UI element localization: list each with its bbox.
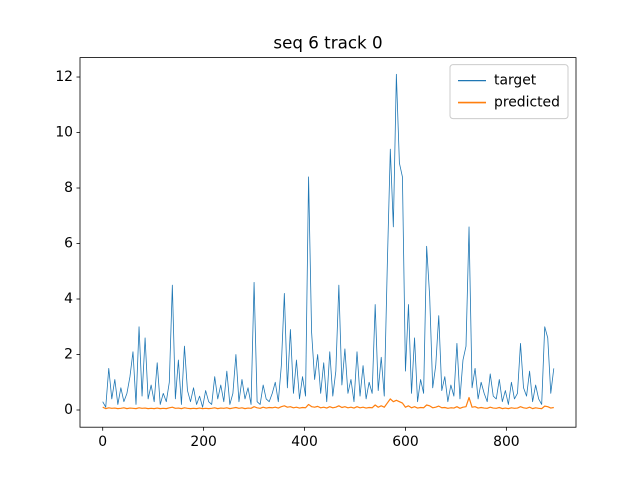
y-tick-label: 10 (55, 125, 73, 141)
x-tick-label: 800 (493, 434, 520, 450)
chart-title: seq 6 track 0 (273, 33, 382, 53)
series-line (102, 396, 554, 410)
x-tick-label: 0 (98, 434, 107, 450)
y-tick-label: 0 (64, 402, 73, 418)
y-tick-label: 6 (64, 236, 73, 252)
series-line (102, 73, 555, 408)
y-tick-label: 2 (64, 347, 73, 363)
axes-frame (79, 57, 577, 428)
x-tick-label: 600 (392, 434, 419, 450)
y-tick-label: 4 (64, 291, 73, 307)
x-tick-label: 200 (190, 434, 217, 450)
x-tick-label: 400 (291, 434, 318, 450)
legend-box (449, 64, 569, 120)
legend-label: predicted (494, 95, 560, 111)
y-tick-label: 8 (64, 180, 73, 196)
y-tick-label: 12 (55, 69, 73, 85)
legend-label: target (494, 73, 537, 89)
legend: target predicted (449, 64, 569, 120)
